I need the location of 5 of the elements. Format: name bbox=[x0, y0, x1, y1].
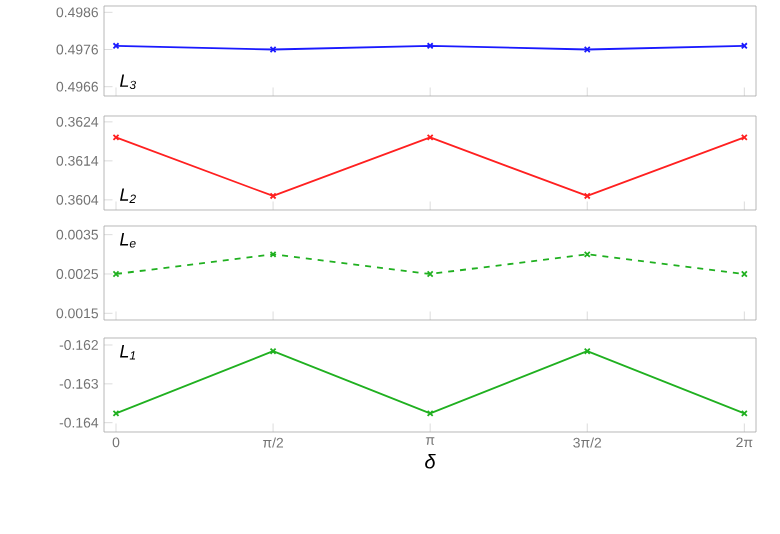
annotation: L$_{1}$ bbox=[120, 345, 136, 360]
annotation: L$_{2}$ bbox=[120, 188, 136, 203]
annotation: L$_{e}$ bbox=[120, 233, 136, 248]
annotation: L$_{3}$ bbox=[120, 74, 136, 90]
x-axis-title: δ bbox=[425, 453, 436, 469]
